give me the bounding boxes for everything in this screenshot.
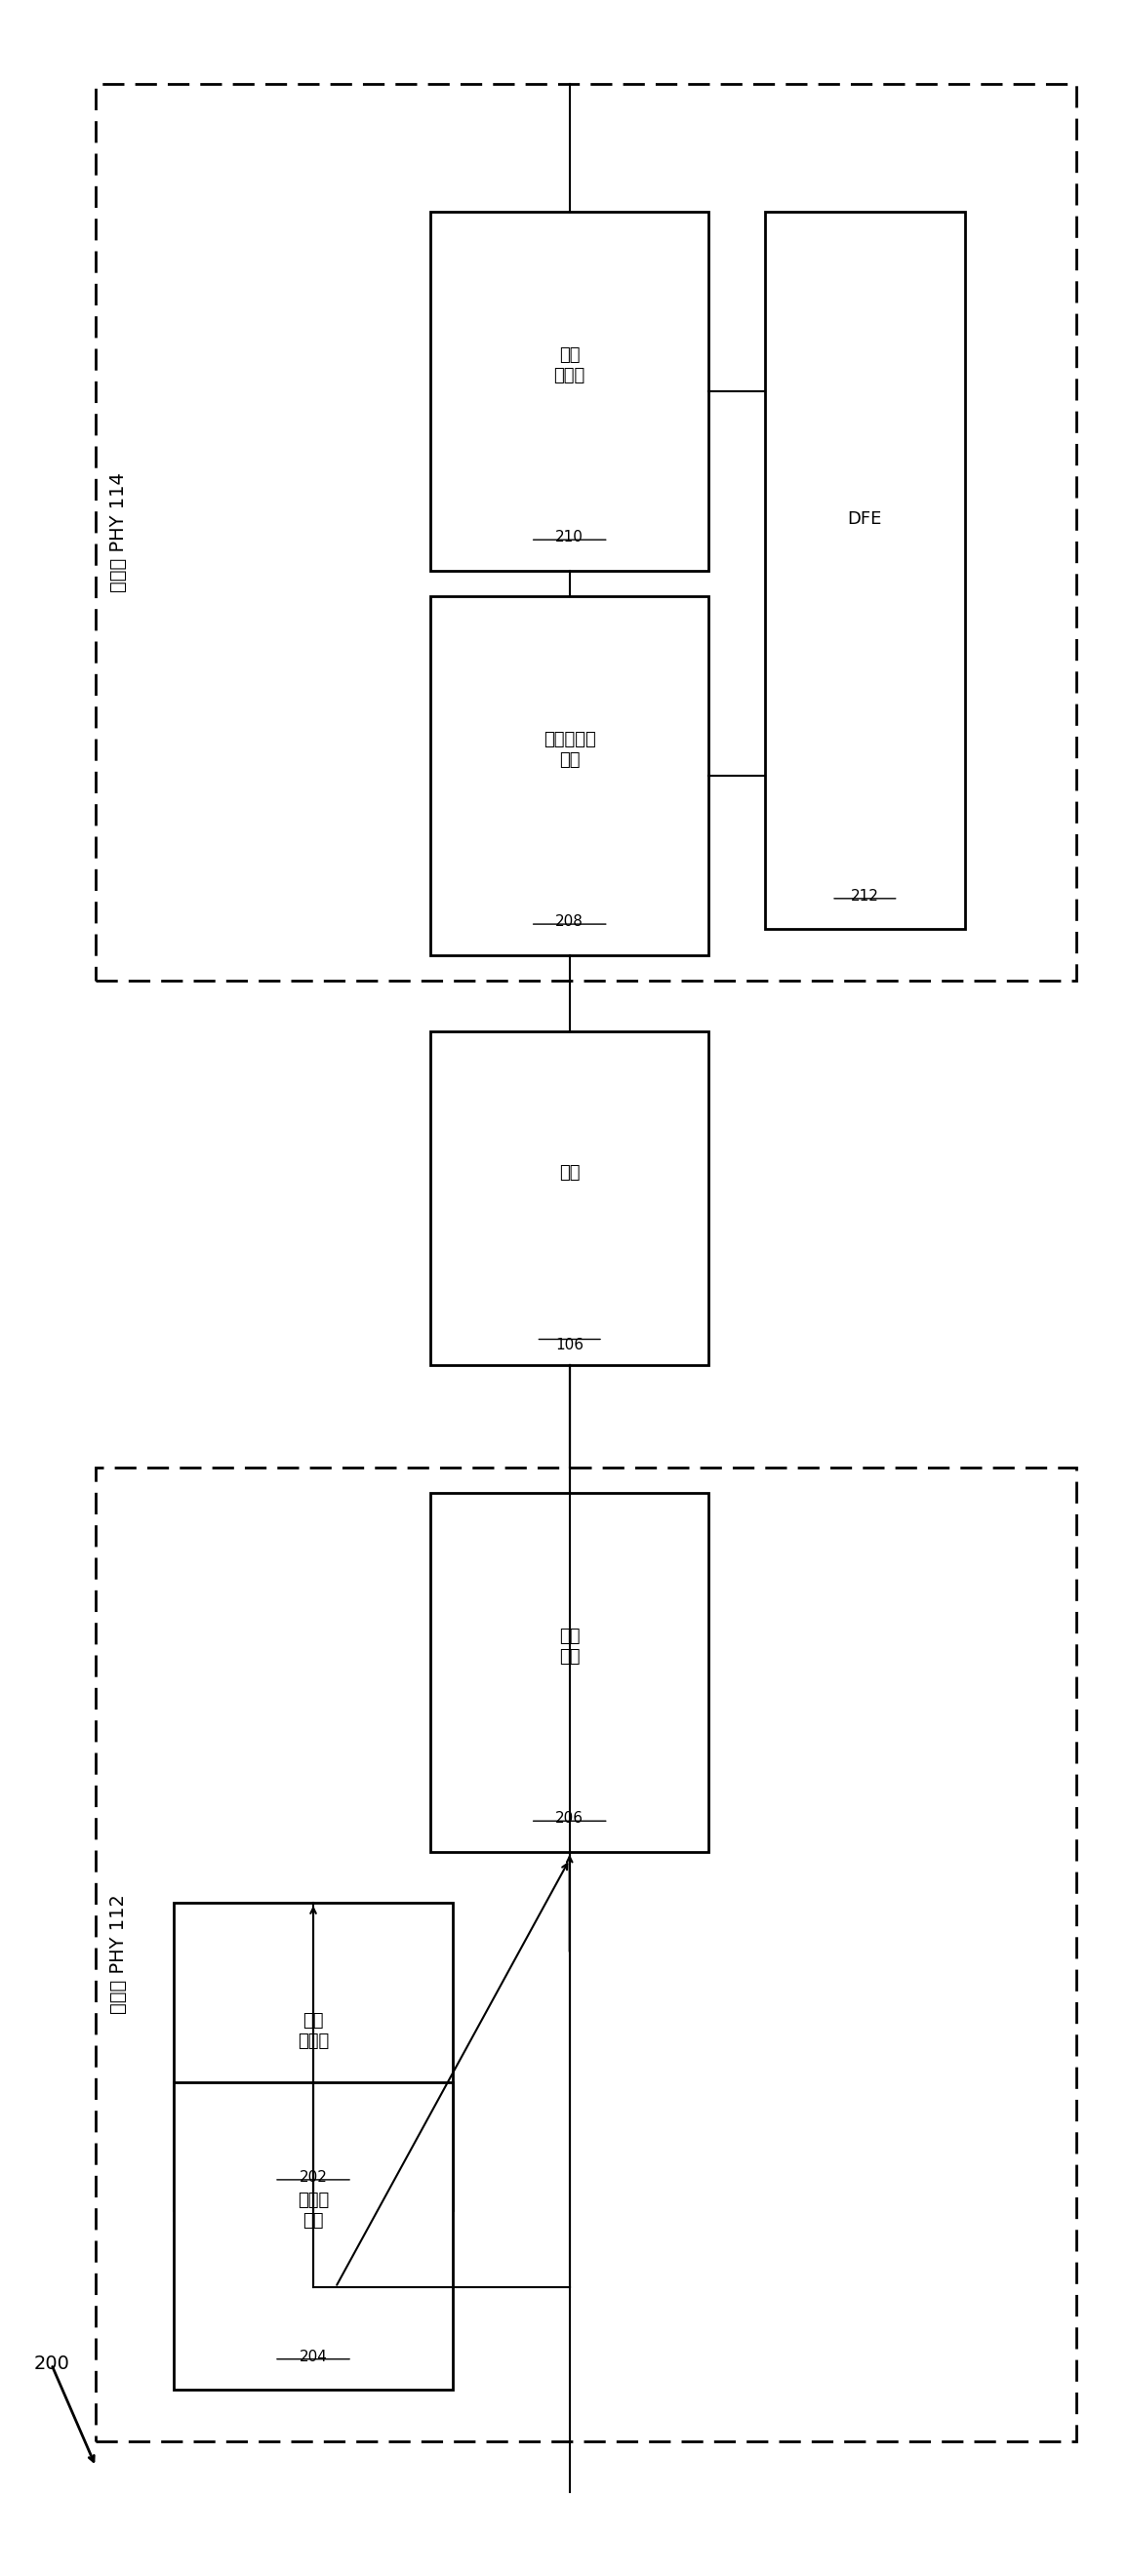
FancyBboxPatch shape — [430, 595, 708, 956]
FancyBboxPatch shape — [430, 211, 708, 569]
Text: DFE: DFE — [847, 510, 882, 528]
FancyBboxPatch shape — [174, 2081, 452, 2391]
Text: 204: 204 — [299, 2349, 327, 2365]
Text: 前导
生成器: 前导 生成器 — [298, 2012, 329, 2050]
Text: 发送
逻辑: 发送 逻辑 — [559, 1628, 580, 1667]
FancyBboxPatch shape — [765, 211, 966, 930]
Text: 208: 208 — [555, 914, 583, 930]
Text: 接收器 PHY 114: 接收器 PHY 114 — [109, 471, 127, 592]
Text: 210: 210 — [555, 531, 583, 546]
FancyBboxPatch shape — [430, 1033, 708, 1365]
Text: 200: 200 — [34, 2354, 69, 2372]
FancyBboxPatch shape — [174, 1904, 452, 2210]
Text: 帧编码
逻辑: 帧编码 逻辑 — [298, 2192, 329, 2228]
FancyBboxPatch shape — [430, 1494, 708, 1852]
Text: 发送器 PHY 112: 发送器 PHY 112 — [109, 1893, 127, 2014]
Text: 106: 106 — [555, 1337, 583, 1352]
Text: 206: 206 — [555, 1811, 583, 1826]
Text: 前导
生成器: 前导 生成器 — [554, 348, 585, 384]
Text: 202: 202 — [299, 2169, 327, 2184]
Text: 212: 212 — [851, 889, 879, 904]
Text: 前前导同步
逻辑: 前前导同步 逻辑 — [544, 732, 596, 768]
Text: 信道: 信道 — [559, 1164, 580, 1182]
